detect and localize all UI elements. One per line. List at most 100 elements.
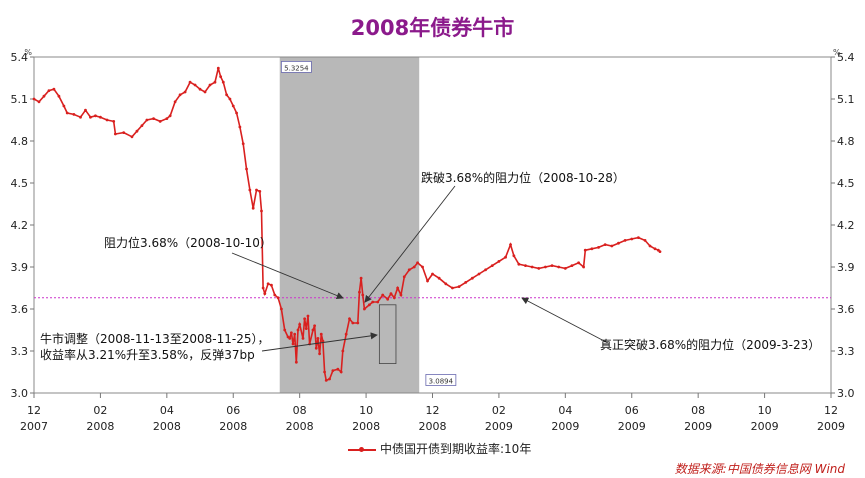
y-tick-label-right: 4.5 [837,177,855,190]
data-point [296,328,300,332]
legend-label: 中债国开债到期收益率:10年 [380,442,532,456]
data-point [590,247,594,251]
data-point [477,272,481,276]
data-point [630,237,634,241]
data-point [135,129,139,133]
x-tick-month: 06 [625,404,639,417]
x-tick-month: 02 [492,404,506,417]
data-point [291,342,295,346]
data-point [653,247,657,251]
data-point [344,332,348,336]
data-point [105,118,109,122]
x-tick-month: 02 [93,404,107,417]
data-point [359,276,363,280]
legend: 中债国开债到期收益率:10年 [348,440,531,457]
data-point [351,321,355,325]
data-point [544,265,547,269]
x-axis: 12 2007 02 2008 04 2008 06 2008 08 2008 10 2008 12 20… [20,393,845,433]
x-tick-month: 12 [27,404,41,417]
data-point [328,377,331,381]
value-label-box [425,374,457,386]
data-point [537,267,541,270]
annotation-arrow [231,252,344,299]
data-point [416,261,419,265]
data-point [603,243,607,247]
annotation-text: 跌破3.68%的阻力位（2008-10-28） [421,170,625,185]
annotation-arrow [521,297,609,344]
data-point [563,267,567,270]
x-tick-month: 10 [359,404,373,417]
data-point [509,243,512,247]
x-tick-month: 04 [558,404,572,417]
data-point [203,90,207,94]
data-point [421,265,424,269]
data-point [648,244,652,248]
data-point [168,114,172,118]
x-tick-month: 04 [160,404,174,417]
data-point [490,264,494,267]
x-tick-year: 2008 [153,420,181,433]
data-point [484,268,488,272]
data-point [288,337,292,340]
data-point [188,80,192,84]
y-tick-label-right: 3.6 [837,303,855,316]
data-point [178,93,182,97]
data-point [517,262,521,266]
data-point [255,188,258,192]
legend-swatch [348,446,376,452]
data-point [341,349,345,353]
data-point [113,132,117,136]
data-point [84,108,87,112]
data-point [231,104,235,108]
data-point [356,321,360,325]
data-point [324,379,328,382]
annotation-text: 真正突破3.68%的阻力位（2009-3-23） [600,337,820,352]
y-tick-label-left: 3.3 [11,345,29,358]
data-point [557,265,561,269]
annotation-text: 阻力位3.68%（2008-10-10） [104,235,272,250]
annotation-arrow [364,185,456,303]
x-tick-year: 2008 [219,420,247,433]
data-point [47,89,51,92]
data-point [431,272,434,276]
x-tick-year: 2008 [419,420,447,433]
data-point [348,317,351,321]
data-point [303,317,307,321]
data-point [193,83,197,87]
data-point [658,250,662,254]
y-tick-label-left: 4.2 [11,219,29,232]
data-point [371,300,375,304]
data-point [313,324,317,328]
data-point [261,286,265,290]
y-tick-label-left: 3.9 [11,261,29,274]
data-point [130,135,134,139]
shaded-region [279,57,420,393]
x-tick-month: 06 [226,404,240,417]
data-point [504,255,507,259]
x-tick-year: 2009 [751,420,779,433]
data-point [583,248,587,252]
data-point [470,276,474,280]
data-point [213,80,217,84]
data-point [636,236,640,240]
data-point [238,125,242,129]
data-point [219,75,223,78]
data-point [381,293,385,297]
x-tick-year: 2007 [20,420,48,433]
data-point [336,367,340,371]
data-point [361,293,365,297]
data-point [444,282,448,286]
data-point [37,100,41,104]
data-point [260,209,263,213]
data-point [276,296,280,300]
data-point [173,100,177,104]
data-point [311,328,315,332]
data-point [386,297,390,301]
x-tick-year: 2008 [86,420,114,433]
data-point [122,131,126,135]
x-tick-year: 2008 [352,420,380,433]
data-point [152,117,155,120]
data-point [298,323,302,326]
source-note: 数据来源:中国债券信息网 Wind [674,462,845,476]
data-point [597,246,600,249]
